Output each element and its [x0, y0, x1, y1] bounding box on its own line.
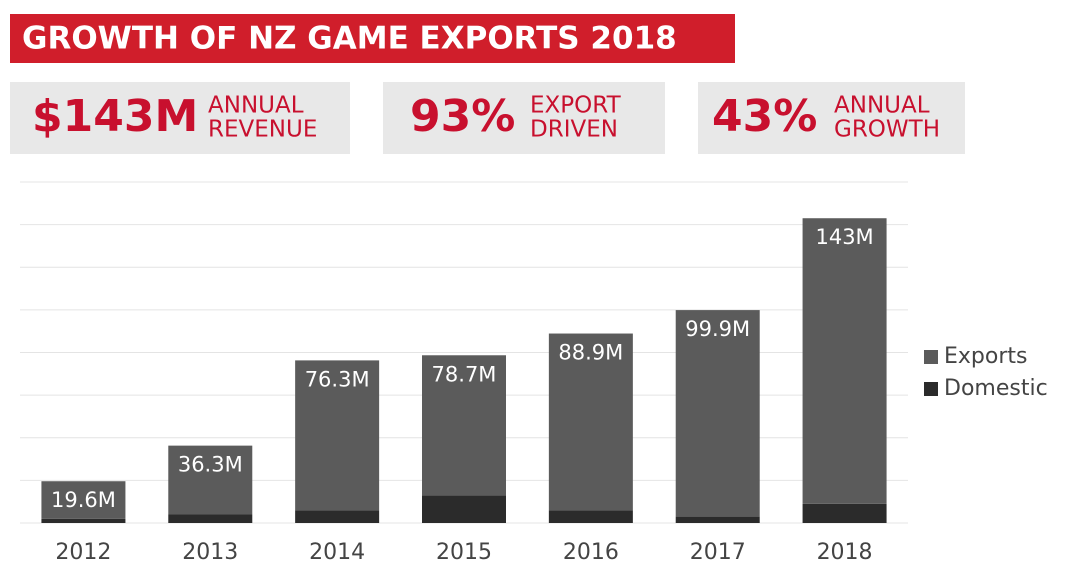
bar-segment: [548, 510, 633, 523]
bar-segment: [41, 481, 126, 519]
x-tick-label: 2013: [182, 540, 238, 565]
bar-segment: [802, 218, 887, 504]
stat-caption: EXPORT: [530, 93, 622, 119]
bar-segment: [168, 445, 253, 515]
bar-segment: [41, 518, 126, 523]
x-tick-label: 2015: [436, 540, 492, 565]
x-tick-label: 2016: [563, 540, 619, 565]
title-banner: [10, 14, 735, 63]
stat-caption: DRIVEN: [530, 117, 618, 143]
x-tick-label: 2014: [309, 540, 365, 565]
stat-box: [383, 82, 665, 154]
total-label: 99.9M: [685, 317, 750, 341]
stat-box: [698, 82, 965, 154]
bar-segment: [675, 310, 760, 517]
legend-label: Exports: [944, 344, 1027, 369]
stat-caption: REVENUE: [208, 117, 317, 143]
stat-figure: 93%: [410, 91, 515, 142]
stat-box: [10, 82, 350, 154]
total-label: 36.3M: [178, 453, 243, 477]
stat-caption: ANNUAL: [208, 93, 304, 119]
stat-caption: GROWTH: [834, 117, 940, 143]
x-tick-label: 2018: [817, 540, 873, 565]
bar-segment: [295, 510, 380, 523]
total-label: 78.7M: [432, 362, 497, 386]
stat-caption: ANNUAL: [834, 93, 930, 119]
x-tick-label: 2017: [690, 540, 746, 565]
bar-segment: [802, 503, 887, 523]
bar-segment: [168, 514, 253, 523]
bar-segment: [295, 360, 380, 511]
x-tick-label: 2012: [55, 540, 111, 565]
legend-label: Domestic: [944, 376, 1048, 401]
bar-segment: [675, 516, 760, 523]
bar-segment: [422, 495, 506, 523]
chart-title: GROWTH OF NZ GAME EXPORTS 2018: [22, 21, 677, 57]
total-label: 19.6M: [51, 488, 116, 512]
legend-swatch: [924, 382, 938, 396]
legend-swatch: [924, 350, 938, 364]
bar-segment: [422, 355, 506, 496]
total-label: 88.9M: [558, 341, 623, 365]
stat-figure: $143M: [32, 91, 198, 142]
total-label: 76.3M: [305, 367, 370, 391]
bar-segment: [548, 333, 633, 511]
total-label: 143M: [815, 225, 873, 249]
stat-figure: 43%: [712, 91, 817, 142]
